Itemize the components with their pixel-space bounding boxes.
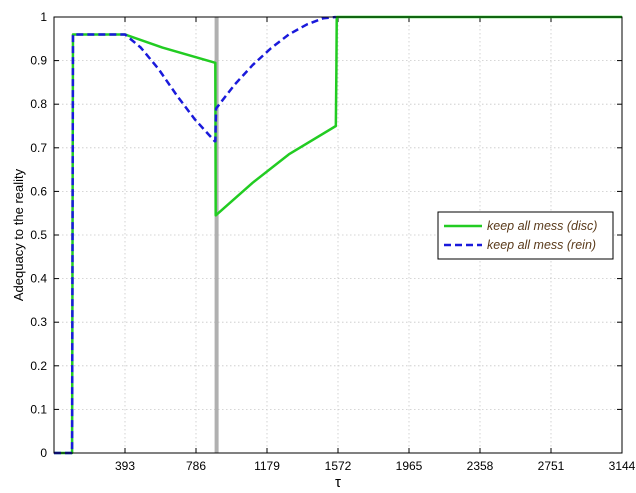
- y-tick-label: 0.8: [30, 97, 47, 111]
- y-tick-label: 0: [40, 446, 47, 460]
- x-tick-label: 1179: [254, 459, 280, 473]
- y-tick-label: 0.2: [30, 359, 47, 373]
- x-tick-label: 786: [186, 459, 206, 473]
- x-tick-label: 1572: [325, 459, 352, 473]
- series-line-rein: [54, 15, 336, 455]
- y-tick-label: 1: [40, 10, 47, 24]
- x-tick-label: 2751: [538, 459, 565, 473]
- x-tick-label: 393: [115, 459, 135, 473]
- y-tick-label: 0.3: [30, 315, 47, 329]
- y-tick-label: 0.4: [30, 272, 47, 286]
- series-line-disc: [54, 15, 622, 455]
- legend-label-rein: keep all mess (rein): [487, 238, 596, 252]
- y-tick-label: 0.1: [30, 402, 47, 416]
- tick-labels: 0 0.1 0.2 0.3 0.4 0.5 0.6 0.7 0.8 0.9 1 393 786 1179 1…: [30, 10, 635, 473]
- y-tick-label: 0.9: [30, 54, 47, 68]
- plot-frame: [53, 16, 623, 454]
- y-tick-label: 0.7: [30, 141, 47, 155]
- legend: keep all mess (disc) keep all mess (rein…: [437, 211, 614, 260]
- x-axis-label: τ: [335, 474, 341, 491]
- legend-label-disc: keep all mess (disc): [487, 219, 597, 233]
- y-axis-label: Adequacy to the reality: [11, 168, 26, 301]
- x-tick-label: 3144: [609, 459, 636, 473]
- x-tick-label: 2358: [467, 459, 494, 473]
- y-tick-label: 0.6: [30, 184, 47, 198]
- x-tick-label: 1965: [396, 459, 423, 473]
- series-layer: [54, 15, 622, 455]
- legend-box: [437, 211, 614, 260]
- y-tick-label: 0.5: [30, 228, 47, 242]
